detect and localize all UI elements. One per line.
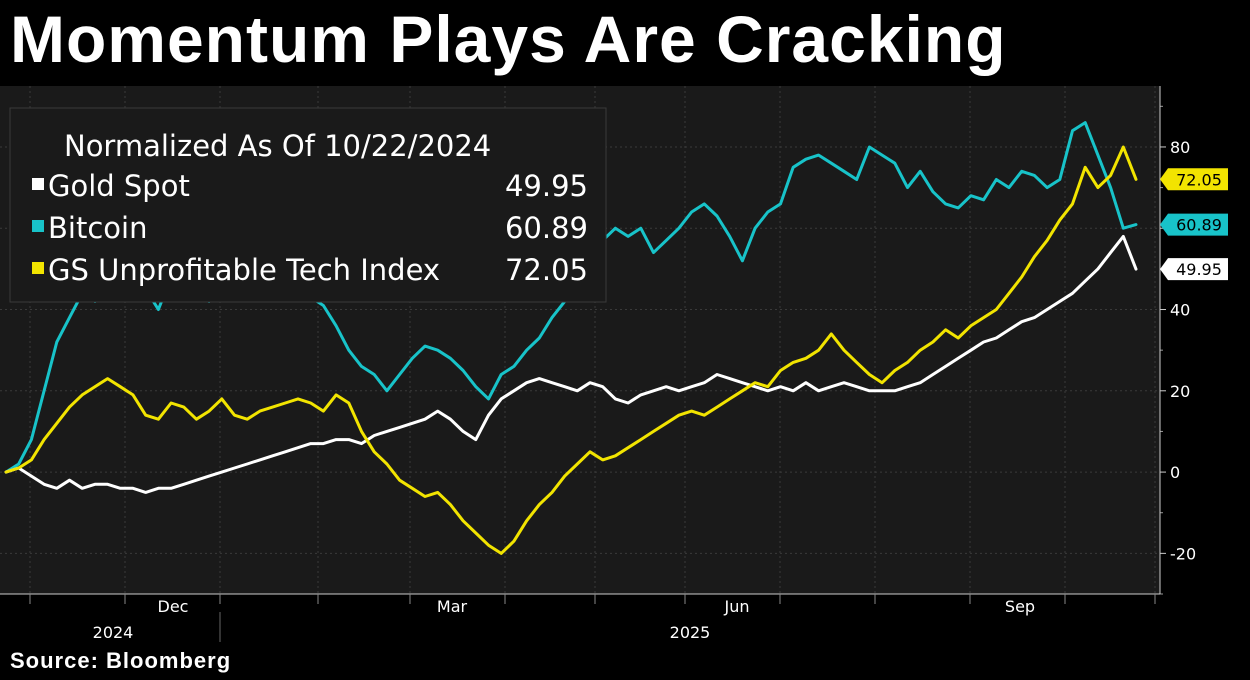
x-axis: Dec Mar Jun Sep 2024 2025 xyxy=(0,593,1160,642)
y-axis: -20020406080 xyxy=(1159,86,1196,595)
legend-value-bitcoin: 60.89 xyxy=(505,211,588,245)
x-tick-label: Mar xyxy=(437,597,468,616)
x-tick-label: Sep xyxy=(1005,597,1035,616)
series-line-gold xyxy=(4,234,1138,494)
badge-shape xyxy=(1160,258,1228,281)
badge-label: 60.89 xyxy=(1176,216,1222,235)
legend-title: Normalized As Of 10/22/2024 xyxy=(64,129,491,163)
series-line-tech xyxy=(4,145,1138,555)
badge-shape xyxy=(1160,213,1228,236)
last-value-badges: 49.95 60.89 72.05 xyxy=(1160,168,1228,281)
legend-label-gold: Gold Spot xyxy=(48,169,190,203)
badge-label: 49.95 xyxy=(1176,260,1222,279)
last-value-badge-tech: 72.05 xyxy=(1160,168,1228,191)
legend-box xyxy=(9,107,607,303)
legend: Normalized As Of 10/22/2024 Gold Spot 49… xyxy=(9,107,607,303)
legend-label-tech: GS Unprofitable Tech Index xyxy=(48,253,440,287)
year-label: 2025 xyxy=(670,623,711,642)
y-tick-label: 0 xyxy=(1170,463,1180,482)
badge-label: 72.05 xyxy=(1176,170,1222,189)
y-tick-label: -20 xyxy=(1170,544,1196,563)
legend-swatch-gold xyxy=(32,178,44,190)
badge-shape xyxy=(1160,168,1228,191)
legend-swatch-tech xyxy=(32,262,44,274)
last-value-badge-bitcoin: 60.89 xyxy=(1160,213,1228,236)
legend-swatch-bitcoin xyxy=(32,220,44,232)
year-label: 2024 xyxy=(93,623,134,642)
y-tick-label: 80 xyxy=(1170,138,1190,157)
last-value-badge-gold: 49.95 xyxy=(1160,258,1228,281)
x-tick-label: Jun xyxy=(724,597,750,616)
legend-label-bitcoin: Bitcoin xyxy=(48,211,147,245)
y-tick-label: 20 xyxy=(1170,382,1190,401)
legend-value-tech: 72.05 xyxy=(505,253,588,287)
source-note: Source: Bloomberg xyxy=(10,648,232,673)
y-tick-label: 40 xyxy=(1170,301,1190,320)
legend-value-gold: 49.95 xyxy=(505,169,588,203)
x-tick-label: Dec xyxy=(158,597,189,616)
chart-title: Momentum Plays Are Cracking xyxy=(10,2,1007,76)
